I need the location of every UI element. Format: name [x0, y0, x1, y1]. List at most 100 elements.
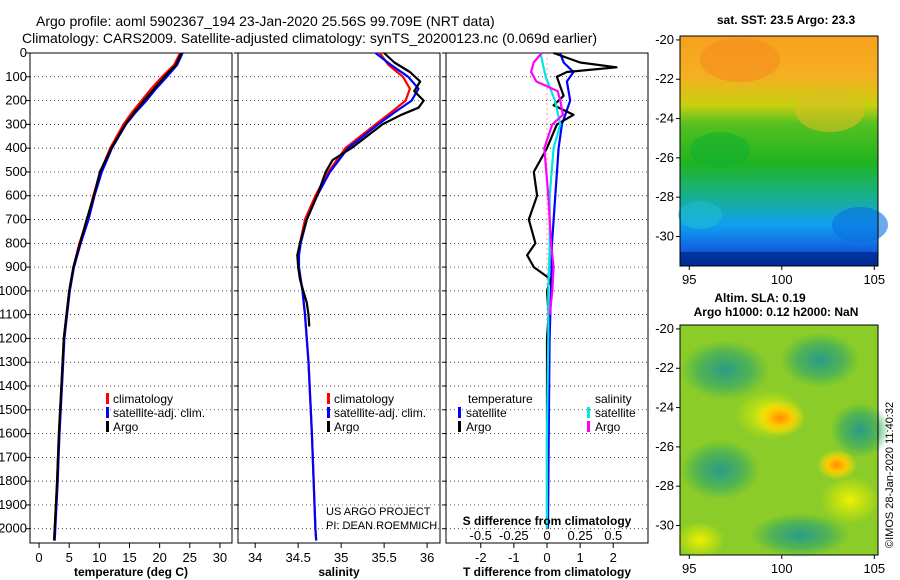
series-argo: [296, 52, 425, 327]
x-tick-label: 1: [576, 550, 583, 565]
depth-tick-label: 500: [5, 164, 27, 179]
depth-tick-label: 1000: [0, 283, 27, 298]
x-tick-label: -1: [508, 550, 520, 565]
map-y-tick-label: -22: [655, 360, 674, 375]
map-y-tick-label: -24: [655, 111, 674, 126]
map-y-tick-label: -20: [655, 32, 674, 47]
map-y-tick-label: -26: [655, 150, 674, 165]
sla-map-title-line1: Altim. SLA: 0.19: [714, 291, 806, 305]
legend-swatch-climatology: [327, 393, 330, 404]
credit-line1: US ARGO PROJECT: [326, 506, 431, 518]
legend-title-salinity: salinity: [595, 392, 632, 406]
sla-map-title-line2: Argo h1000: 0.12 h2000: NaN: [694, 305, 859, 319]
map-y-tick-label: -26: [655, 439, 674, 454]
salinity-panel-frame: [237, 52, 441, 544]
depth-tick-label: 1400: [0, 378, 27, 393]
depth-tick-label: 1500: [0, 402, 27, 417]
imos-watermark: ©IMOS 28-Jan-2020 11:40:32: [884, 402, 896, 548]
depth-tick-label: 300: [5, 116, 27, 131]
map-x-tick-label: 100: [771, 272, 793, 287]
salinity-xlabel: salinity: [318, 565, 360, 579]
figure-title-line1: Argo profile: aoml 5902367_194 23-Jan-20…: [36, 13, 495, 29]
x-tick-label: 0: [543, 550, 550, 565]
map-x-tick-label: 105: [863, 561, 885, 576]
legend-label-argo: Argo: [334, 420, 360, 434]
depth-tick-label: 200: [5, 93, 27, 108]
depth-tick-label: 1300: [0, 354, 27, 369]
depth-tick-label: 1900: [0, 497, 27, 512]
depth-tick-label: 100: [5, 69, 27, 84]
legend-label-argo: Argo: [113, 420, 139, 434]
legend-label-climatology: climatology: [113, 392, 173, 406]
legend-label-s-argo: Argo: [595, 420, 621, 434]
legend-swatch-satellite: [327, 407, 330, 418]
depth-tick-label: 1200: [0, 330, 27, 345]
x-tick-label: 25: [183, 550, 197, 565]
x-tick-label: 35: [334, 550, 348, 565]
map-y-tick-label: -20: [655, 321, 674, 336]
depth-tick-label: 900: [5, 259, 27, 274]
temperature-panel-frame: [29, 52, 233, 544]
depth-tick-label: 800: [5, 235, 27, 250]
s-diff-tick-label: 0.25: [567, 528, 592, 543]
legend-swatch-argo: [327, 421, 330, 432]
x-tick-label: 15: [122, 550, 136, 565]
sst-map-frame: [679, 35, 879, 267]
depth-tick-label: 0: [20, 45, 27, 60]
depth-tick-label: 1700: [0, 449, 27, 464]
x-tick-label: -2: [475, 550, 487, 565]
legend-label-t-satellite: satellite: [466, 406, 507, 420]
map-y-tick-label: -30: [655, 518, 674, 533]
x-tick-label: 34.5: [286, 550, 311, 565]
sst-map-title: sat. SST: 23.5 Argo: 23.3: [717, 13, 856, 27]
x-tick-label: 20: [152, 550, 166, 565]
map-axes: 95 100 105 -20 -22 -24 -26 -28 -30 95 100 105 -20 -22…: [655, 32, 885, 576]
map-y-tick-label: -22: [655, 71, 674, 86]
map-y-tick-label: -28: [655, 478, 674, 493]
s-diff-tick-label: -0.25: [499, 528, 529, 543]
s-diff-tick-label: 0: [543, 528, 550, 543]
legend-swatch-satellite: [106, 407, 109, 418]
legend-swatch-t-argo: [458, 421, 461, 432]
map-x-tick-label: 95: [682, 272, 696, 287]
sla-map-image: [675, 325, 890, 558]
x-axes: 0 5 10 15 20 25 30 34 34.5 35 35.5 36 -2 -1 0 1 2 -0.5 -0.…: [35, 528, 622, 565]
legend-swatch-s-satellite: [587, 407, 590, 418]
legend-swatch-climatology: [106, 393, 109, 404]
legend-label-s-satellite: satellite: [595, 406, 636, 420]
depth-tick-label: 2000: [0, 521, 27, 536]
depth-tick-label: 1100: [0, 307, 27, 322]
legend-label-climatology: climatology: [334, 392, 394, 406]
depth-axis: 0 100 200 300 400 500 600 700 800 900 1000 1100 1200…: [0, 45, 446, 536]
depth-tick-label: 600: [5, 188, 27, 203]
profile-series: [53, 51, 618, 541]
figure-title-line2: Climatology: CARS2009. Satellite-adjuste…: [22, 30, 597, 46]
temperature-xlabel: temperature (deg C): [74, 565, 188, 579]
x-tick-label: 2: [610, 550, 617, 565]
s-diff-tick-label: 0.5: [604, 528, 622, 543]
x-tick-label: 34: [248, 550, 262, 565]
series-argo: [53, 52, 183, 541]
map-y-tick-label: -30: [655, 229, 674, 244]
legend-label-t-argo: Argo: [466, 420, 492, 434]
legend-label-satellite: satellite-adj. clim.: [334, 406, 426, 420]
sla-map-frame: [679, 324, 879, 556]
depth-tick-label: 400: [5, 140, 27, 155]
legend-swatch-t-satellite: [458, 407, 461, 418]
x-tick-label: 30: [213, 550, 227, 565]
t-difference-xlabel: T difference from climatology: [463, 565, 631, 579]
legend-label-satellite: satellite-adj. clim.: [113, 406, 205, 420]
series-s-argo: [529, 52, 565, 315]
map-x-tick-label: 105: [863, 272, 885, 287]
map-x-tick-label: 100: [771, 561, 793, 576]
x-tick-label: 0: [35, 550, 42, 565]
s-difference-xlabel: S difference from climatology: [463, 514, 632, 528]
depth-tick-label: 1600: [0, 426, 27, 441]
x-tick-label: 35.5: [371, 550, 396, 565]
salinity-legend: climatology satellite-adj. clim. Argo: [327, 392, 426, 434]
map-y-tick-label: -28: [655, 189, 674, 204]
map-y-tick-label: -24: [655, 400, 674, 415]
depth-tick-label: 1800: [0, 473, 27, 488]
x-tick-label: 36: [420, 550, 434, 565]
